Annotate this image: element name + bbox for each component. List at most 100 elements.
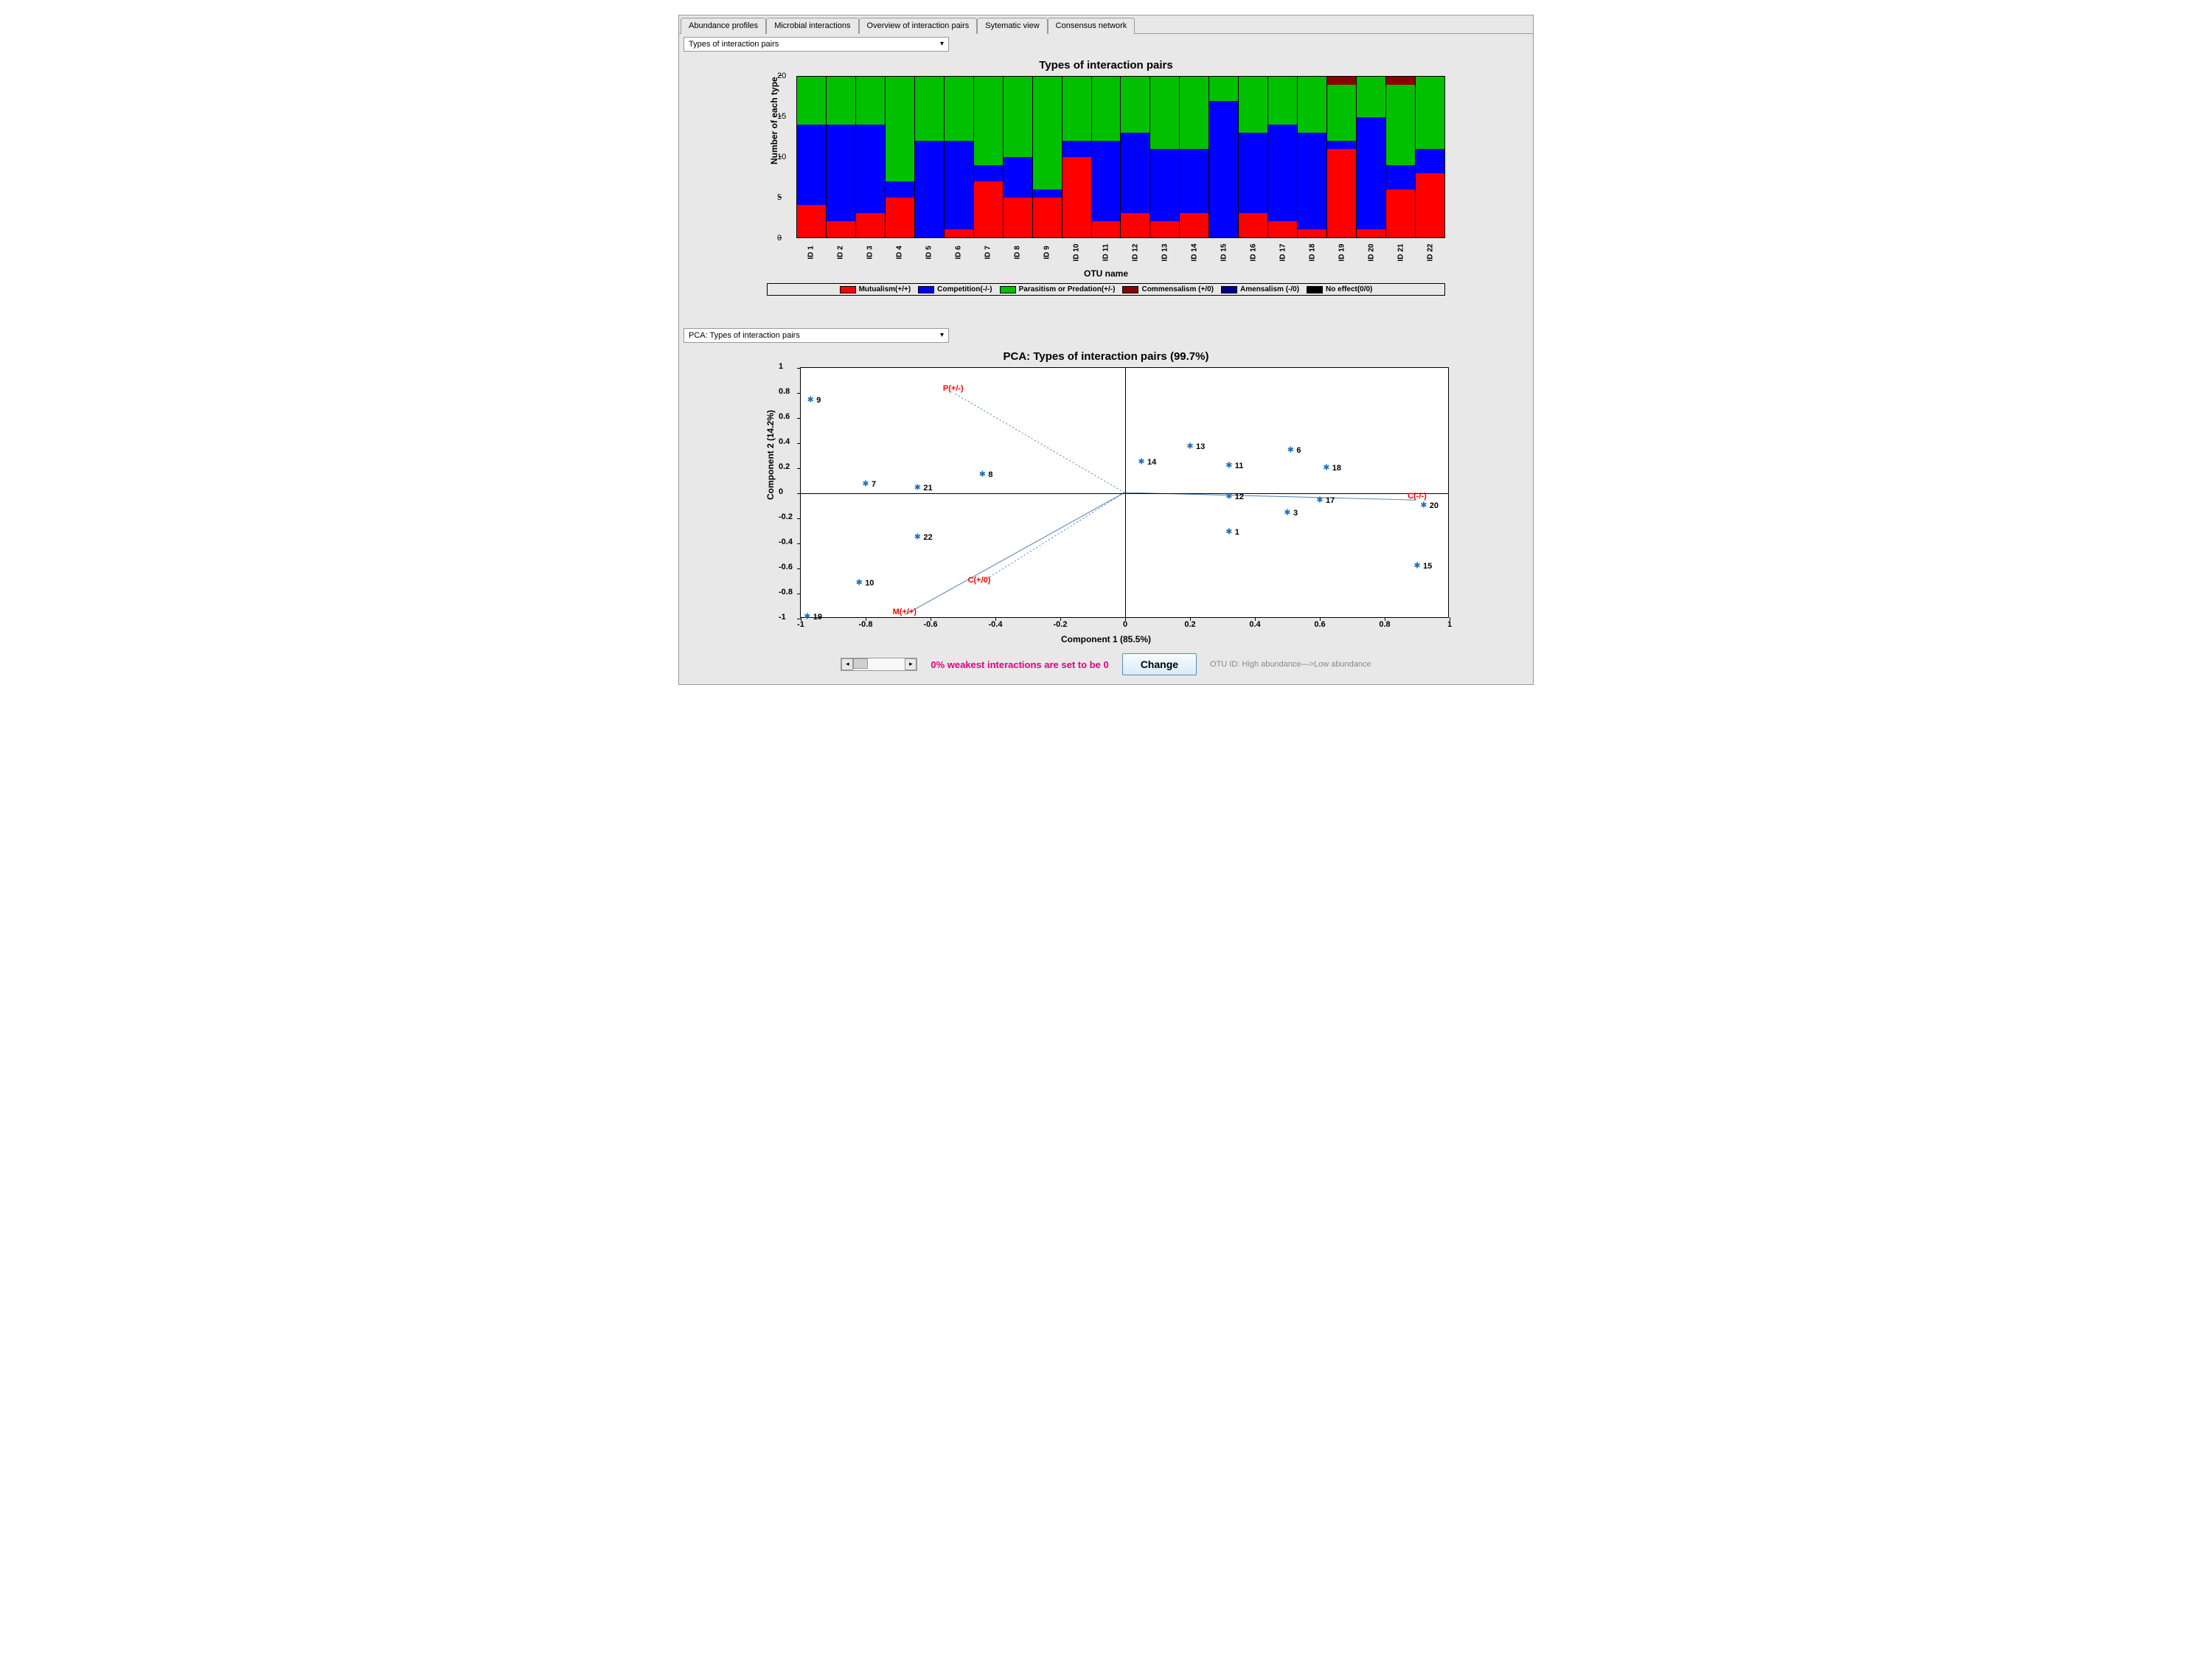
tab-sytematic-view[interactable]: Sytematic view bbox=[977, 18, 1047, 34]
bar-column bbox=[1092, 77, 1121, 237]
scatter-point-label: 14 bbox=[1147, 458, 1156, 467]
x-category-label: ID 11 bbox=[1092, 238, 1121, 268]
tab-abundance-profiles[interactable]: Abundance profiles bbox=[681, 18, 766, 34]
pca-title: PCA: Types of interaction pairs (99.7%) bbox=[684, 350, 1528, 363]
x-category-label: ID 14 bbox=[1180, 238, 1209, 268]
stacked-bar-plot bbox=[796, 76, 1445, 238]
scatter-point-label: 7 bbox=[872, 480, 876, 489]
scatter-point: ✱ bbox=[1323, 465, 1329, 473]
legend-item: Parasitism or Predation(+/-) bbox=[1000, 285, 1116, 293]
stacked-y-axis: 05101520 bbox=[782, 76, 796, 238]
legend-item: Competition(-/-) bbox=[918, 285, 992, 293]
x-category-label: ID 5 bbox=[915, 238, 944, 268]
stacked-chart-area: Types of interaction pairs Number of eac… bbox=[684, 52, 1528, 299]
scatter-point-label: 3 bbox=[1293, 509, 1298, 518]
bar-column bbox=[945, 77, 974, 237]
scatter-point: ✱ bbox=[1225, 528, 1232, 536]
biplot-vector-label: C(+/0) bbox=[968, 576, 991, 585]
slider-status-text: 0% weakest interactions are set to be 0 bbox=[931, 659, 1108, 670]
scatter-point: ✱ bbox=[979, 470, 986, 479]
tab-bar: Abundance profilesMicrobial interactions… bbox=[679, 15, 1533, 34]
scatter-point-label: 18 bbox=[1332, 464, 1341, 473]
bar-column bbox=[915, 77, 945, 237]
x-category-label: ID 13 bbox=[1151, 238, 1180, 268]
legend-item: Mutualism(+/+) bbox=[840, 285, 911, 293]
x-category-label: ID 19 bbox=[1328, 238, 1357, 268]
x-category-label: ID 1 bbox=[797, 238, 826, 268]
x-category-label: ID 16 bbox=[1239, 238, 1268, 268]
scatter-point-label: 17 bbox=[1326, 496, 1335, 505]
legend-item: No effect(0/0) bbox=[1307, 285, 1372, 293]
slider-thumb[interactable] bbox=[853, 658, 868, 669]
stacked-xlabel: OTU name bbox=[684, 268, 1528, 279]
scatter-point-label: 12 bbox=[1235, 493, 1244, 501]
scatter-point-label: 15 bbox=[1423, 562, 1432, 571]
bar-column bbox=[1386, 77, 1416, 237]
bottom-bar: ◂ ▸ 0% weakest interactions are set to b… bbox=[684, 647, 1528, 681]
dropdown-label: PCA: Types of interaction pairs bbox=[689, 331, 800, 340]
scatter-point-label: 9 bbox=[816, 396, 821, 405]
x-category-label: ID 3 bbox=[856, 238, 885, 268]
scatter-point: ✱ bbox=[1225, 493, 1232, 501]
scatter-point: ✱ bbox=[807, 397, 814, 405]
x-category-label: ID 7 bbox=[974, 238, 1003, 268]
x-category-label: ID 6 bbox=[945, 238, 973, 268]
tab-overview-of-interaction-pairs[interactable]: Overview of interaction pairs bbox=[859, 18, 978, 34]
slider-left-button[interactable]: ◂ bbox=[841, 658, 853, 670]
scatter-point: ✱ bbox=[1413, 562, 1420, 570]
x-category-label: ID 22 bbox=[1416, 238, 1445, 268]
scatter-point: ✱ bbox=[1420, 502, 1427, 510]
scatter-point: ✱ bbox=[1186, 443, 1193, 451]
bar-column bbox=[1357, 77, 1386, 237]
bar-column bbox=[1150, 77, 1180, 237]
bar-column bbox=[1327, 77, 1357, 237]
scatter-point: ✱ bbox=[856, 580, 863, 588]
bar-column bbox=[1268, 77, 1298, 237]
scatter-point: ✱ bbox=[1225, 462, 1232, 470]
x-category-label: ID 10 bbox=[1062, 238, 1091, 268]
scatter-point-label: 19 bbox=[813, 613, 822, 622]
bar-column bbox=[1416, 77, 1444, 237]
chart-type-dropdown[interactable]: Types of interaction pairs bbox=[684, 37, 949, 52]
app-window: Abundance profilesMicrobial interactions… bbox=[678, 15, 1534, 685]
stacked-chart-title: Types of interaction pairs bbox=[684, 59, 1528, 72]
pca-dropdown[interactable]: PCA: Types of interaction pairs bbox=[684, 328, 949, 343]
tab-consensus-network[interactable]: Consensus network bbox=[1048, 18, 1135, 34]
threshold-slider[interactable]: ◂ ▸ bbox=[841, 658, 917, 671]
dropdown-label: Types of interaction pairs bbox=[689, 40, 779, 49]
scatter-point-label: 8 bbox=[988, 470, 992, 479]
slider-right-button[interactable]: ▸ bbox=[905, 658, 917, 670]
bar-column bbox=[1298, 77, 1327, 237]
bar-column bbox=[1062, 77, 1092, 237]
otu-footnote: OTU ID: High abundance—>Low abundance bbox=[1210, 660, 1371, 669]
bar-column bbox=[1180, 77, 1209, 237]
pca-chart-area: PCA: Types of interaction pairs (99.7%) … bbox=[684, 343, 1528, 647]
bar-column bbox=[1239, 77, 1268, 237]
bar-column bbox=[1033, 77, 1062, 237]
slider-track[interactable] bbox=[853, 658, 905, 670]
legend-item: Commensalism (+/0) bbox=[1122, 285, 1214, 293]
bar-column bbox=[886, 77, 915, 237]
scatter-point: ✱ bbox=[914, 484, 921, 493]
pca-wrap: Component 2 (14.2%) -1-0.8-0.6-0.4-0.200… bbox=[684, 367, 1528, 618]
x-category-label: ID 18 bbox=[1298, 238, 1327, 268]
stacked-x-labels: ID 1ID 2ID 3ID 4ID 5ID 6ID 7ID 8ID 9ID 1… bbox=[796, 238, 1445, 267]
tab-microbial-interactions[interactable]: Microbial interactions bbox=[766, 18, 858, 34]
x-category-label: ID 15 bbox=[1210, 238, 1239, 268]
scatter-point-label: 10 bbox=[865, 579, 874, 588]
scatter-point: ✱ bbox=[1284, 509, 1290, 518]
bar-column bbox=[1004, 77, 1033, 237]
stacked-chart-wrap: Number of each type 05101520 bbox=[684, 76, 1528, 238]
x-category-label: ID 9 bbox=[1033, 238, 1062, 268]
change-button[interactable]: Change bbox=[1122, 653, 1197, 675]
biplot-vector-label: M(+/+) bbox=[893, 608, 917, 616]
x-category-label: ID 4 bbox=[886, 238, 914, 268]
bar-column bbox=[856, 77, 886, 237]
scatter-point-label: 13 bbox=[1196, 442, 1205, 451]
x-category-label: ID 8 bbox=[1004, 238, 1032, 268]
bar-column bbox=[1209, 77, 1239, 237]
bar-column bbox=[827, 77, 856, 237]
x-category-label: ID 20 bbox=[1357, 238, 1386, 268]
stacked-legend: Mutualism(+/+) Competition(-/-) Parasitism… bbox=[767, 283, 1445, 296]
scatter-point-label: 20 bbox=[1430, 501, 1439, 510]
